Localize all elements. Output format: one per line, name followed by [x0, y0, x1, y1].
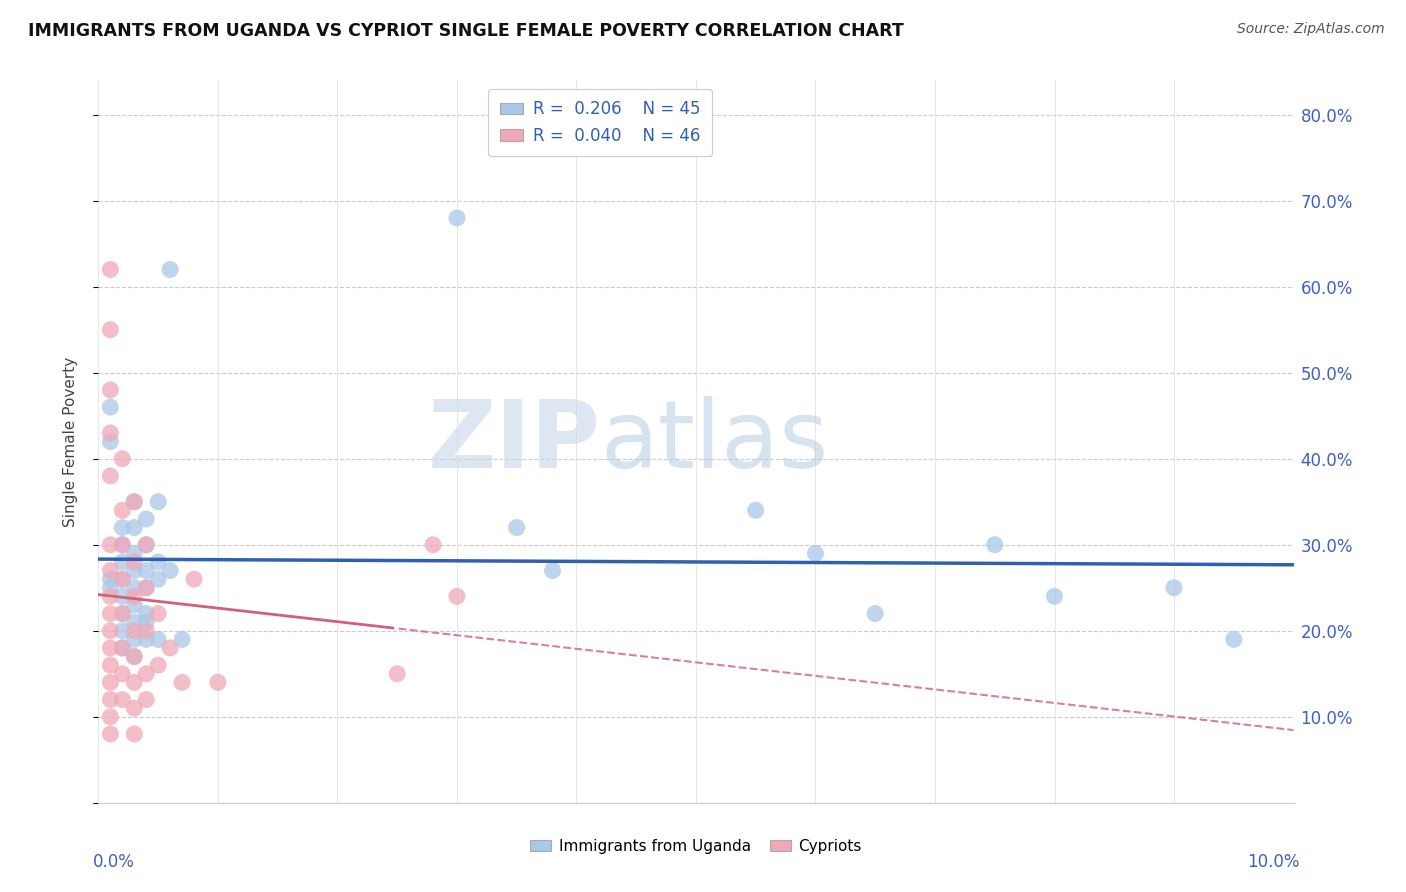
Point	[148, 632, 170, 647]
Point	[148, 555, 170, 569]
Point	[172, 675, 194, 690]
Point	[111, 572, 134, 586]
Text: Source: ZipAtlas.com: Source: ZipAtlas.com	[1237, 22, 1385, 37]
Point	[98, 572, 122, 586]
Point	[446, 590, 468, 604]
Point	[111, 640, 134, 655]
Point	[111, 624, 134, 638]
Text: 0.0%: 0.0%	[93, 854, 135, 871]
Point	[111, 692, 134, 706]
Point	[111, 555, 134, 569]
Point	[135, 564, 157, 578]
Point	[98, 727, 122, 741]
Point	[111, 590, 134, 604]
Point	[98, 434, 122, 449]
Point	[98, 640, 122, 655]
Point	[124, 581, 146, 595]
Point	[124, 598, 146, 612]
Point	[124, 675, 146, 690]
Point	[98, 710, 122, 724]
Point	[111, 520, 134, 534]
Point	[98, 590, 122, 604]
Point	[135, 581, 157, 595]
Point	[98, 564, 122, 578]
Point	[124, 632, 146, 647]
Point	[111, 572, 134, 586]
Point	[124, 701, 146, 715]
Point	[98, 538, 122, 552]
Point	[541, 564, 564, 578]
Point	[148, 494, 170, 508]
Point	[111, 666, 134, 681]
Point	[124, 590, 146, 604]
Point	[183, 572, 205, 586]
Point	[124, 624, 146, 638]
Point	[98, 323, 122, 337]
Point	[172, 632, 194, 647]
Point	[446, 211, 468, 225]
Text: ZIP: ZIP	[427, 395, 600, 488]
Point	[98, 469, 122, 483]
Point	[124, 649, 146, 664]
Point	[1223, 632, 1246, 647]
Point	[506, 520, 529, 534]
Point	[385, 666, 409, 681]
Point	[1163, 581, 1185, 595]
Point	[98, 624, 122, 638]
Point	[148, 658, 170, 673]
Point	[111, 607, 134, 621]
Text: 10.0%: 10.0%	[1247, 854, 1299, 871]
Legend: Immigrants from Uganda, Cypriots: Immigrants from Uganda, Cypriots	[524, 833, 868, 860]
Point	[135, 666, 157, 681]
Point	[865, 607, 887, 621]
Point	[111, 451, 134, 466]
Point	[148, 607, 170, 621]
Point	[111, 503, 134, 517]
Y-axis label: Single Female Poverty: Single Female Poverty	[63, 357, 77, 526]
Point	[124, 494, 146, 508]
Point	[1043, 590, 1066, 604]
Point	[124, 555, 146, 569]
Point	[98, 607, 122, 621]
Point	[159, 564, 181, 578]
Point	[135, 632, 157, 647]
Point	[98, 675, 122, 690]
Point	[98, 581, 122, 595]
Point	[804, 546, 827, 560]
Text: atlas: atlas	[600, 395, 828, 488]
Point	[124, 564, 146, 578]
Point	[111, 640, 134, 655]
Point	[135, 624, 157, 638]
Point	[135, 607, 157, 621]
Point	[124, 520, 146, 534]
Point	[159, 640, 181, 655]
Point	[111, 538, 134, 552]
Point	[98, 262, 122, 277]
Point	[124, 727, 146, 741]
Point	[207, 675, 229, 690]
Point	[148, 572, 170, 586]
Point	[98, 692, 122, 706]
Point	[111, 538, 134, 552]
Point	[135, 692, 157, 706]
Point	[422, 538, 444, 552]
Point	[98, 400, 122, 414]
Point	[124, 615, 146, 630]
Point	[98, 383, 122, 397]
Point	[745, 503, 768, 517]
Point	[135, 538, 157, 552]
Point	[135, 512, 157, 526]
Point	[98, 658, 122, 673]
Point	[124, 649, 146, 664]
Point	[159, 262, 181, 277]
Point	[135, 615, 157, 630]
Point	[124, 546, 146, 560]
Point	[135, 581, 157, 595]
Point	[984, 538, 1007, 552]
Point	[124, 494, 146, 508]
Point	[111, 607, 134, 621]
Point	[135, 538, 157, 552]
Point	[98, 425, 122, 440]
Text: IMMIGRANTS FROM UGANDA VS CYPRIOT SINGLE FEMALE POVERTY CORRELATION CHART: IMMIGRANTS FROM UGANDA VS CYPRIOT SINGLE…	[28, 22, 904, 40]
